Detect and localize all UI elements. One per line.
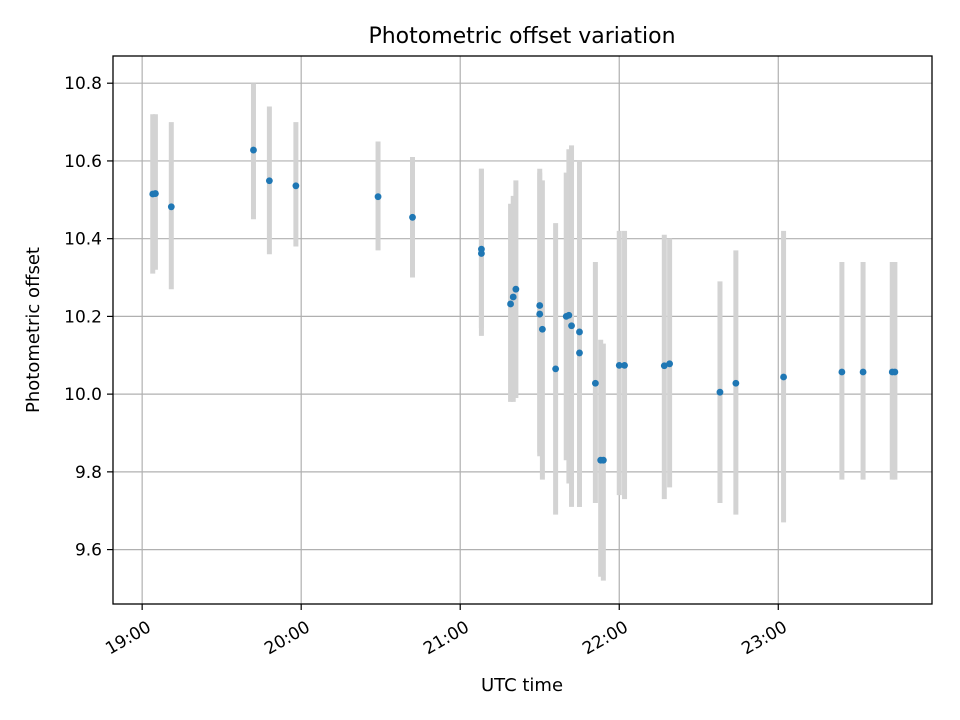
y-tick-label: 10.4 xyxy=(64,230,102,250)
chart-title: Photometric offset variation xyxy=(368,24,675,49)
data-point xyxy=(621,361,628,369)
y-tick-label: 9.6 xyxy=(75,541,102,561)
data-point xyxy=(152,190,159,197)
grid-lines xyxy=(113,56,932,604)
data-point xyxy=(660,362,668,370)
data-point xyxy=(167,203,175,211)
data-point xyxy=(780,373,787,381)
data-point xyxy=(599,456,607,464)
axis-ticks: 19:00 20:00 21:00 22:00 23:00 9.6 9.8 10.0 10.2 1… xyxy=(64,74,791,659)
data-point xyxy=(565,311,573,319)
y-tick-label: 10.6 xyxy=(64,152,102,172)
data-point xyxy=(409,213,416,221)
x-tick-label: 23:00 xyxy=(738,617,790,659)
data-point xyxy=(576,349,583,357)
data-points xyxy=(149,146,899,464)
x-tick-label: 22:00 xyxy=(579,617,631,659)
data-point xyxy=(478,250,485,257)
data-point xyxy=(250,146,257,154)
data-point xyxy=(859,368,867,376)
data-point xyxy=(576,328,583,336)
x-axis-label: UTC time xyxy=(481,675,563,696)
data-point xyxy=(838,368,846,376)
data-point xyxy=(509,293,517,301)
data-point xyxy=(666,360,674,368)
data-point xyxy=(538,325,546,333)
y-tick-label: 9.8 xyxy=(75,463,102,483)
data-point xyxy=(292,182,300,190)
x-tick-label: 19:00 xyxy=(102,617,154,659)
data-point xyxy=(265,177,273,185)
data-point xyxy=(536,302,544,309)
plot-frame xyxy=(112,55,933,605)
data-point xyxy=(716,388,724,396)
data-point xyxy=(591,379,599,387)
x-tick-label: 20:00 xyxy=(261,617,313,659)
y-tick-label: 10.8 xyxy=(64,74,102,94)
error-bars xyxy=(150,83,898,581)
data-point xyxy=(374,193,382,201)
data-point xyxy=(568,322,575,330)
data-point xyxy=(512,285,520,293)
x-tick-label: 21:00 xyxy=(420,617,472,659)
data-point xyxy=(552,365,560,373)
data-point xyxy=(732,379,740,387)
y-tick-label: 10.2 xyxy=(64,307,102,327)
y-axis-label: Photometric offset xyxy=(23,247,44,413)
data-point xyxy=(891,368,899,376)
data-point xyxy=(615,361,623,369)
y-tick-label: 10.0 xyxy=(64,385,102,405)
data-point xyxy=(536,310,544,318)
data-point xyxy=(507,300,514,308)
